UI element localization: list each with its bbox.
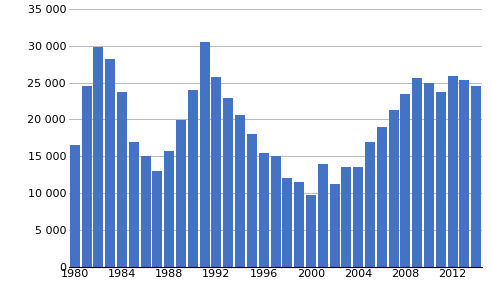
Bar <box>282 178 292 267</box>
Bar <box>271 156 280 267</box>
Bar <box>235 115 245 267</box>
Bar <box>164 151 174 267</box>
Bar <box>294 182 304 267</box>
Bar <box>318 164 328 267</box>
Bar <box>105 59 115 267</box>
Bar <box>389 110 399 267</box>
Bar <box>365 142 375 267</box>
Bar <box>212 77 221 267</box>
Bar <box>471 86 481 267</box>
Bar <box>400 94 410 267</box>
Bar <box>424 83 434 267</box>
Bar <box>306 195 316 267</box>
Bar <box>82 86 92 267</box>
Bar <box>223 98 233 267</box>
Bar <box>93 47 103 267</box>
Bar <box>330 184 339 267</box>
Bar <box>460 81 469 267</box>
Bar <box>188 90 198 267</box>
Bar <box>448 76 458 267</box>
Bar <box>200 42 210 267</box>
Bar <box>117 92 127 267</box>
Bar <box>176 120 186 267</box>
Bar <box>353 167 363 267</box>
Bar <box>259 153 269 267</box>
Bar <box>377 127 387 267</box>
Bar <box>436 92 446 267</box>
Bar <box>129 142 139 267</box>
Bar <box>412 78 422 267</box>
Bar <box>341 167 351 267</box>
Bar <box>247 134 257 267</box>
Bar <box>153 171 162 267</box>
Bar <box>70 145 80 267</box>
Bar <box>141 156 151 267</box>
